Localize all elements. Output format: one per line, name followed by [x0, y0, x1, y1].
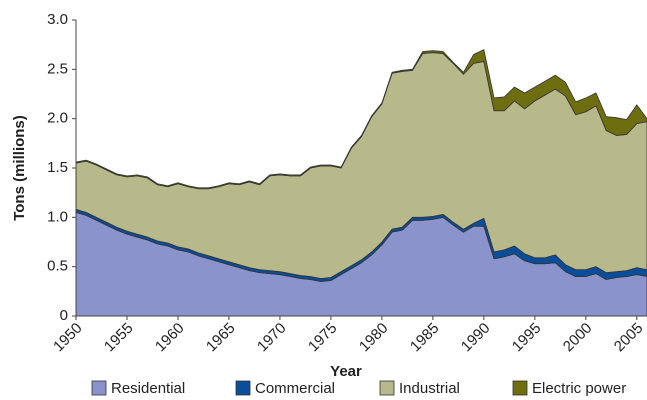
x-tick-label: 1980 — [356, 320, 392, 356]
legend-label: Residential — [111, 380, 185, 397]
y-tick-label: 3.0 — [47, 11, 68, 28]
x-tick-label: 1960 — [152, 320, 188, 356]
x-tick-label: 2005 — [611, 320, 647, 356]
x-tick-label: 1955 — [101, 320, 137, 356]
x-tick-label: 1985 — [407, 320, 443, 356]
area — [75, 49, 647, 190]
legend-label: Electric power — [532, 380, 626, 397]
legend-label: Commercial — [255, 380, 335, 397]
y-tick-label: 2.0 — [47, 110, 68, 127]
y-tick-label: 1.0 — [47, 208, 68, 225]
y-tick-label: 0.5 — [47, 258, 68, 275]
legend-label: Industrial — [399, 380, 460, 397]
legend-swatch — [379, 380, 395, 396]
x-tick-label: 1995 — [509, 320, 545, 356]
y-tick-label: 1.5 — [47, 159, 68, 176]
y-tick-label: 2.5 — [47, 60, 68, 77]
x-tick-label: 1950 — [50, 320, 86, 356]
legend-swatch — [235, 380, 251, 396]
x-tick-label: 1965 — [203, 320, 239, 356]
y-tick-label: 0 — [60, 307, 68, 324]
y-axis-label: Tons (millions) — [11, 115, 28, 221]
x-tick-label: 1970 — [254, 320, 290, 356]
legend-swatch — [91, 380, 107, 396]
legend-swatch — [512, 380, 528, 396]
x-tick-label: 1975 — [305, 320, 341, 356]
x-tick-label: 2000 — [560, 320, 596, 356]
x-axis-label: Year — [330, 363, 362, 380]
x-tick-label: 1990 — [458, 320, 494, 356]
